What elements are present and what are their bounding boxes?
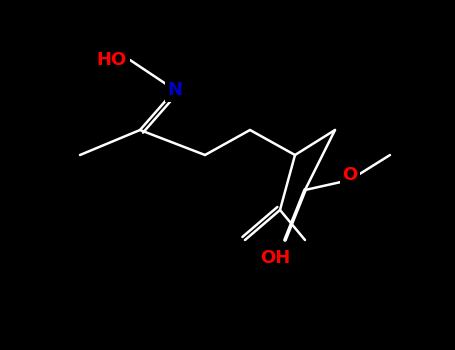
Text: N: N [167,81,182,99]
Text: OH: OH [260,249,290,267]
Text: O: O [342,166,358,184]
Text: HO: HO [97,51,127,69]
